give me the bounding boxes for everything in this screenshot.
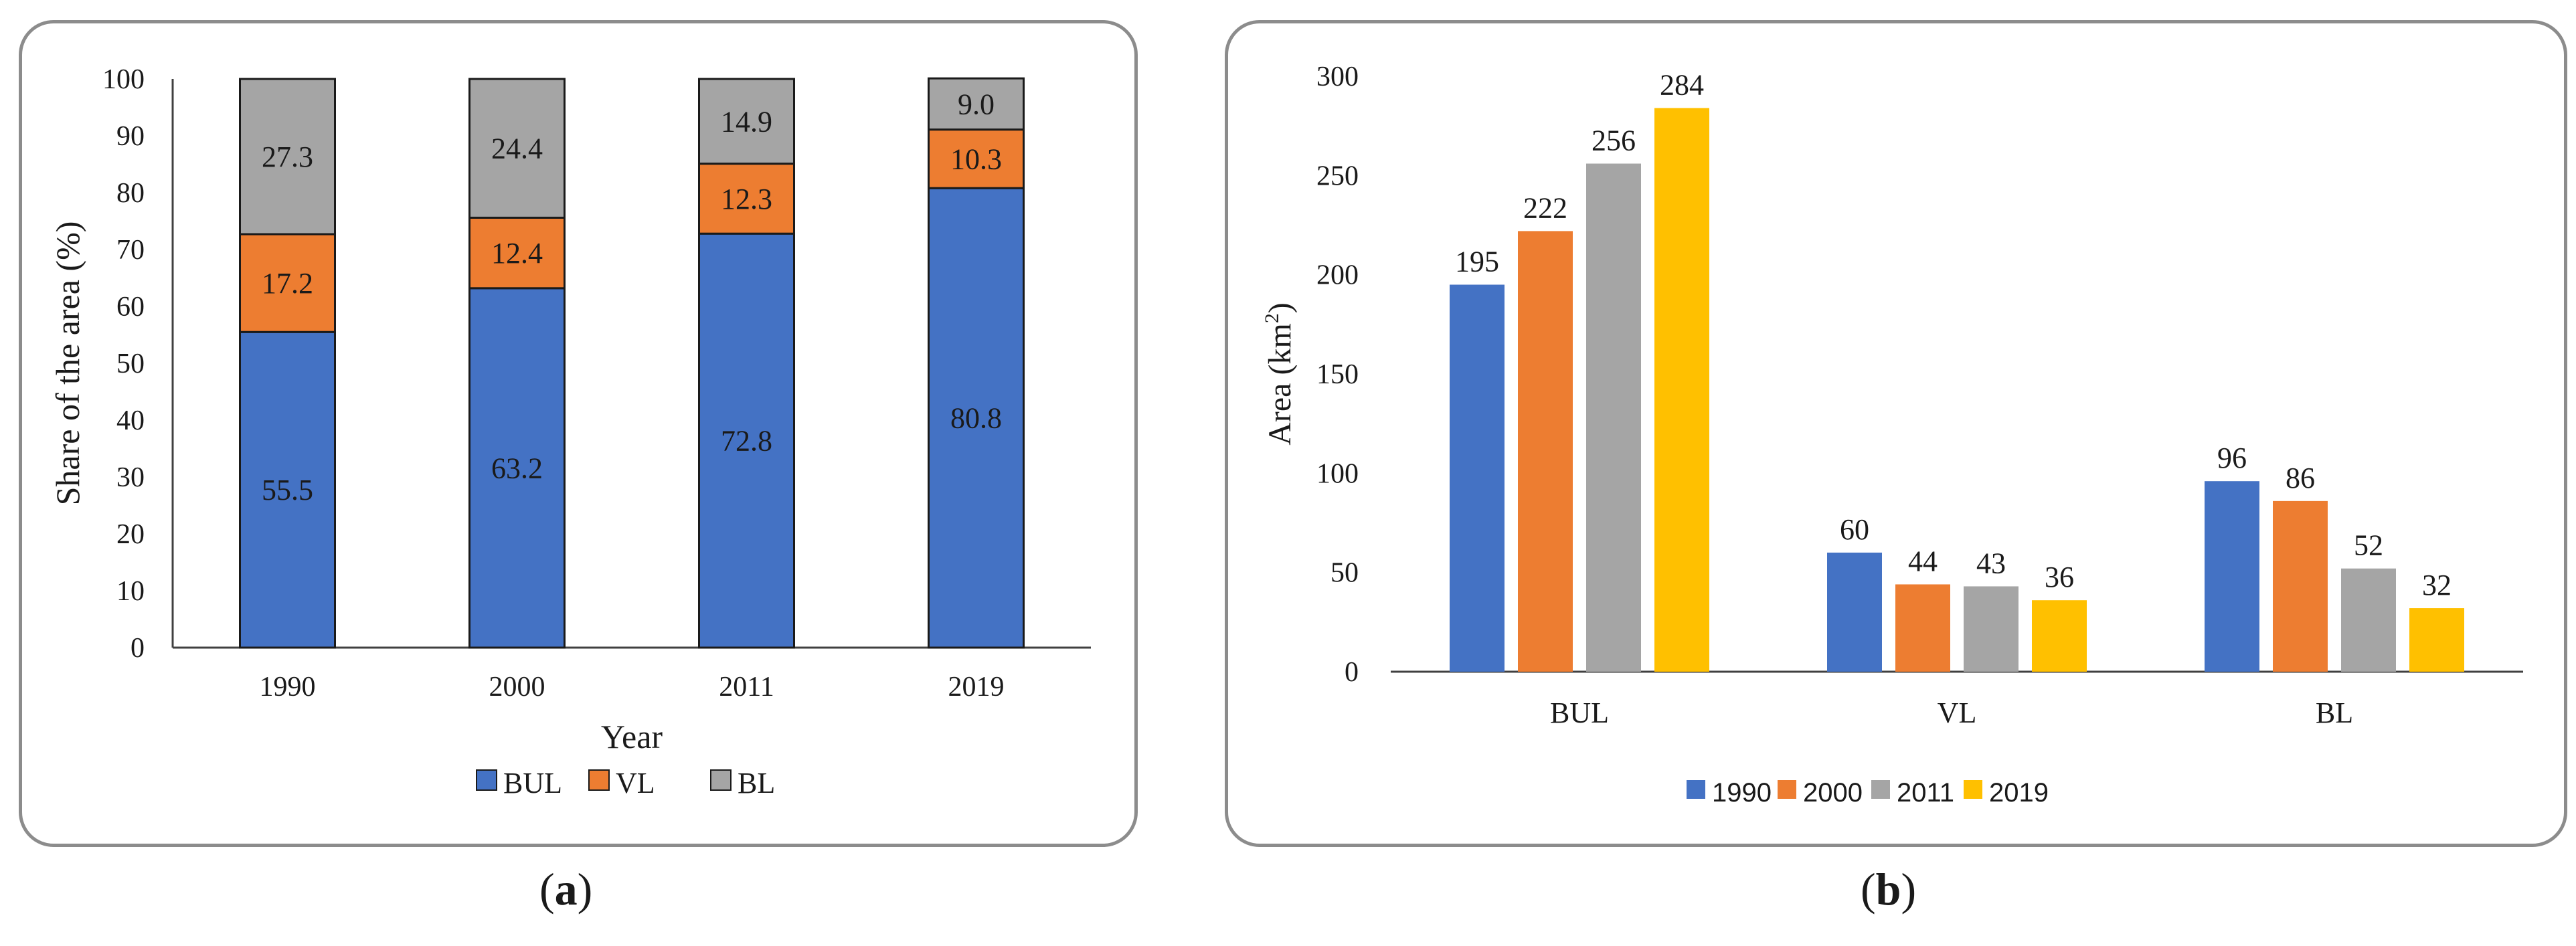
data-label: 10.3 — [950, 143, 1002, 175]
legend-swatch-2000 — [1778, 780, 1796, 799]
data-label: 44 — [1908, 545, 1938, 577]
y-tick-label: 30 — [116, 462, 145, 493]
y-axis-title-close: ) — [1262, 302, 1298, 313]
bar-vl-2000 — [1895, 584, 1950, 672]
legend-label: BUL — [503, 767, 562, 799]
y-tick-label: 200 — [1316, 260, 1359, 291]
x-tick-label: 2011 — [719, 672, 774, 702]
legend-swatch-1990 — [1687, 780, 1705, 799]
y-axis-title: Area (km2) — [1261, 302, 1298, 446]
bar-vl-1990 — [1827, 553, 1882, 672]
y-tick-label: 150 — [1316, 359, 1359, 390]
bar-bl-2000 — [2273, 500, 2328, 672]
y-tick-label: 70 — [116, 235, 145, 266]
data-label: 80.8 — [950, 402, 1002, 435]
bar-vl-2019 — [2032, 600, 2087, 672]
data-label: 52 — [2354, 529, 2383, 562]
y-tick-label: 20 — [116, 519, 145, 550]
y-axis-title-sup: 2 — [1261, 313, 1283, 323]
y-tick-label: 90 — [116, 121, 145, 152]
bar-vl-2019 — [928, 128, 1025, 189]
panel-b-frame — [1225, 20, 2567, 847]
y-tick-label: 0 — [131, 633, 145, 664]
data-label: 284 — [1660, 68, 1704, 101]
data-label: 43 — [1976, 547, 2006, 579]
y-tick-label: 10 — [116, 576, 145, 607]
legend-swatch-bul — [476, 769, 497, 791]
bar-bul-2000 — [1518, 231, 1573, 672]
bar-vl-2011 — [1964, 586, 2019, 672]
data-label: 256 — [1592, 124, 1636, 157]
data-label: 195 — [1455, 246, 1499, 278]
panel-b-label: (b) — [1861, 864, 1917, 915]
y-tick-label: 80 — [116, 178, 145, 209]
y-tick-label: 100 — [102, 64, 145, 95]
legend-swatch-2011 — [1871, 780, 1890, 799]
x-tick-label: 2000 — [489, 672, 545, 702]
bar-vl-2011 — [698, 163, 795, 235]
y-tick-label: 40 — [116, 405, 145, 436]
data-label: 222 — [1523, 191, 1567, 224]
y-tick-label: 100 — [1316, 458, 1359, 489]
legend-label: 2019 — [1989, 778, 2049, 808]
panel-a-label: (a) — [539, 864, 593, 915]
y-tick-label: 0 — [1345, 657, 1359, 688]
y-tick-label: 250 — [1316, 161, 1359, 191]
bar-bul-2011 — [1586, 163, 1641, 672]
data-label: 86 — [2286, 462, 2315, 494]
bar-bul-1990 — [1450, 284, 1505, 672]
data-label: 12.3 — [721, 183, 772, 215]
bar-bul-2011 — [698, 232, 795, 649]
data-label: 12.4 — [491, 237, 543, 270]
legend-label: 2000 — [1803, 778, 1863, 808]
bar-bl-2011 — [698, 78, 795, 165]
legend-label: BL — [738, 767, 775, 799]
bar-bl-2019 — [928, 77, 1025, 131]
data-label: 63.2 — [491, 452, 543, 484]
bar-bl-2011 — [2341, 568, 2396, 672]
y-axis-title-main: Area (km — [1262, 323, 1298, 446]
x-tick-label: 2019 — [948, 672, 1005, 702]
y-tick-label: 60 — [116, 292, 145, 322]
bar-bul-2019 — [928, 187, 1025, 649]
data-label: 96 — [2217, 442, 2247, 474]
legend-swatch-2019 — [1964, 780, 1982, 799]
y-tick-label: 300 — [1316, 62, 1359, 92]
bar-bl-2019 — [2409, 608, 2464, 672]
bar-bul-2019 — [1654, 108, 1709, 672]
data-label: 17.2 — [262, 267, 313, 300]
bar-bl-1990 — [239, 78, 336, 235]
data-label: 72.8 — [721, 425, 772, 458]
bar-vl-1990 — [239, 233, 336, 333]
x-axis-title: Year — [601, 718, 663, 755]
y-tick-label: 50 — [1330, 558, 1359, 589]
legend-swatch-bl — [710, 769, 732, 791]
y-tick-label: 50 — [116, 349, 145, 379]
data-label: 24.4 — [491, 132, 543, 165]
data-label: 36 — [2045, 561, 2074, 593]
bar-bl-2000 — [468, 78, 566, 219]
y-axis-title: Share of the area (%) — [49, 221, 86, 506]
x-tick-label: 1990 — [260, 672, 316, 702]
bar-bl-1990 — [2205, 481, 2259, 672]
legend-label: 2011 — [1897, 778, 1954, 808]
legend-label: VL — [616, 767, 655, 799]
data-label: 55.5 — [262, 474, 313, 506]
x-tick-label: VL — [1938, 696, 1977, 729]
x-tick-label: BUL — [1550, 696, 1609, 729]
data-label: 32 — [2422, 569, 2452, 601]
data-label: 60 — [1840, 513, 1869, 546]
legend-swatch-vl — [588, 769, 610, 791]
x-tick-label: BL — [2316, 696, 2353, 729]
bar-vl-2000 — [468, 216, 566, 290]
bar-bul-1990 — [239, 330, 336, 649]
data-label: 27.3 — [262, 140, 313, 173]
legend-label: 1990 — [1712, 778, 1772, 808]
data-label: 14.9 — [721, 105, 772, 138]
data-label: 9.0 — [958, 88, 995, 120]
